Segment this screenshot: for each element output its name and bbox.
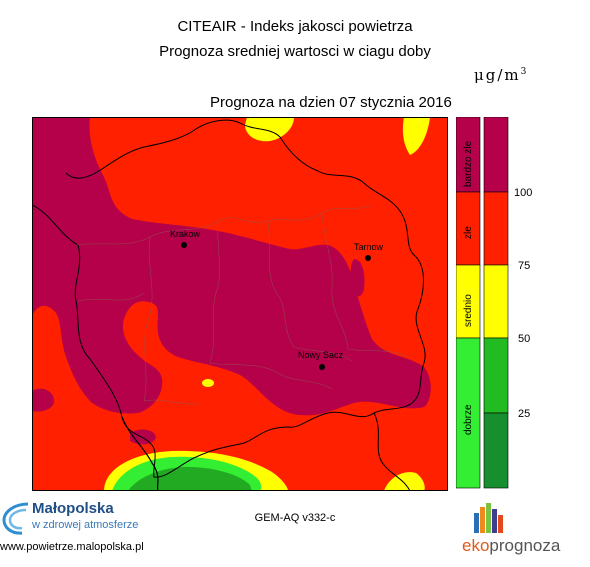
- legend-scale-dobrze-light: [483, 337, 509, 414]
- malopolska-name: Małopolska: [32, 500, 114, 517]
- map-title: CITEAIR - Indeks jakosci powietrza: [177, 18, 413, 35]
- province-border: [32, 119, 426, 478]
- city-label: Krakow: [170, 229, 201, 239]
- city-nowy-sacz: Nowy Sacz: [298, 350, 344, 370]
- unit-base: μg/m: [474, 66, 521, 84]
- legend-tick-25: 25: [518, 408, 530, 420]
- zone-srednio-spot: [202, 379, 214, 387]
- pollution-map: Krakow Tarnow Nowy Sacz: [32, 117, 448, 491]
- eastern-border: [373, 412, 411, 491]
- legend-label-srednio: srednio: [463, 294, 474, 327]
- model-version: GEM-AQ v332-c: [254, 512, 336, 524]
- city-dot: [181, 242, 187, 248]
- city-krakow: Krakow: [170, 229, 201, 248]
- city-label: Tarnow: [354, 242, 384, 252]
- legend-cat-srednio: [456, 264, 481, 339]
- prognoza-part: prognoza: [489, 536, 561, 555]
- map-subtitle: Prognoza sredniej wartosci w ciagu doby: [159, 43, 431, 60]
- eko-part: eko: [462, 536, 490, 555]
- zone-srednio-northeast: [402, 117, 430, 155]
- malopolska-tagline: w zdrowej atmosferze: [32, 519, 139, 531]
- legend-label-bardzo-zle: bardzo zle: [463, 140, 474, 187]
- zone-dobrze-south-dark: [128, 466, 252, 491]
- ekoprognoza-logo-icon: [474, 503, 503, 533]
- city-tarnow: Tarnow: [354, 242, 384, 261]
- city-dot: [319, 364, 325, 370]
- city-label: Nowy Sacz: [298, 350, 344, 360]
- zone-bardzo-zle-tarnow: [350, 259, 365, 297]
- legend-tick-100: 100: [514, 187, 532, 199]
- unit-label: μg/m3: [474, 66, 528, 84]
- legend-cat-dobrze: [456, 337, 481, 489]
- malopolska-logo-icon: [2, 502, 29, 535]
- air-quality-legend: bardzo zle zle srednio dobrze 100 75 50 …: [456, 117, 532, 489]
- district-borders: [75, 204, 409, 405]
- legend-label-dobrze: dobrze: [463, 404, 474, 435]
- zone-srednio-north: [245, 117, 294, 142]
- zone-srednio-southeast: [384, 472, 425, 491]
- forecast-date: Prognoza na dzien 07 stycznia 2016: [210, 94, 452, 111]
- zone-bardzo-zle-west: [32, 388, 54, 412]
- city-dot: [365, 255, 371, 261]
- legend-label-zle: zle: [463, 226, 474, 239]
- legend-scale-bardzo-zle: [483, 117, 509, 193]
- ekoprognoza-name: ekoprognoza: [462, 536, 560, 556]
- zone-bardzo-zle-main: [32, 117, 431, 416]
- legend-tick-75: 75: [518, 260, 530, 272]
- legend-scale-zle: [483, 191, 509, 266]
- unit-exponent: 3: [520, 67, 529, 77]
- malopolska-url[interactable]: www.powietrze.malopolska.pl: [0, 541, 144, 553]
- legend-scale-srednio: [483, 264, 509, 339]
- legend-tick-50: 50: [518, 333, 530, 345]
- legend-scale-dobrze-dark: [483, 412, 509, 489]
- national-border: [121, 416, 159, 491]
